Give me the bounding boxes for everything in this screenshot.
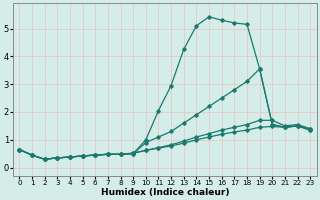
X-axis label: Humidex (Indice chaleur): Humidex (Indice chaleur) — [100, 188, 229, 197]
